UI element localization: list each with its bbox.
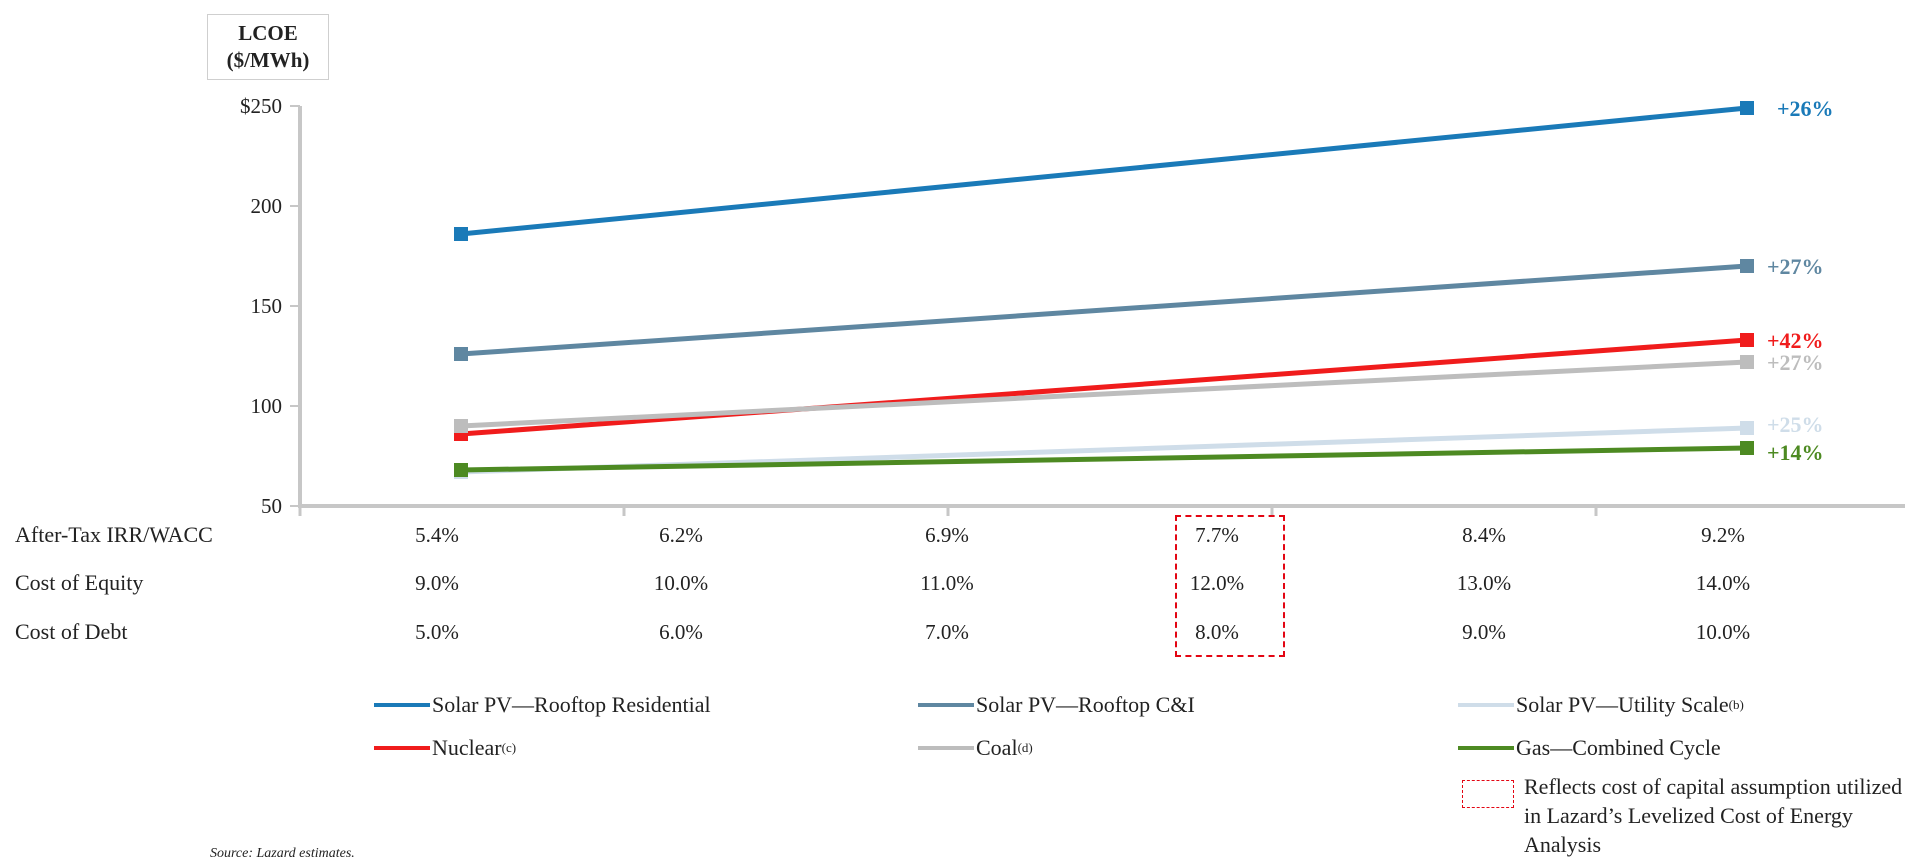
table-row-label: Cost of Debt (15, 619, 128, 644)
legend-item: Gas—Combined Cycle (1458, 735, 1721, 761)
table-cell: 6.0% (659, 620, 703, 644)
legend-item: Nuclear (c) (374, 735, 516, 761)
y-tick-label: 100 (251, 394, 283, 418)
series-change-label: +27% (1767, 254, 1824, 279)
legend-item: Solar PV—Rooftop C&I (918, 692, 1195, 718)
table-cell: 7.0% (925, 620, 969, 644)
legend-label: Solar PV—Rooftop C&I (976, 692, 1195, 717)
table-cell: 8.0% (1195, 620, 1239, 644)
series-marker-start (454, 463, 468, 477)
table-cell: 8.4% (1462, 523, 1506, 547)
legend-box-note: Reflects cost of capital assumption util… (1524, 774, 1903, 857)
legend-item: Coal (d) (918, 735, 1033, 761)
legend-label: Solar PV—Utility Scale (1516, 692, 1729, 717)
series-change-label: +25% (1767, 412, 1824, 437)
y-tick-label: 150 (251, 294, 283, 318)
table-cell: 6.9% (925, 523, 969, 547)
legend-swatch (374, 703, 430, 707)
series-marker-start (454, 347, 468, 361)
series-line (460, 445, 1748, 473)
legend-dashed-box-swatch (1462, 780, 1514, 808)
table-cell: 10.0% (653, 571, 709, 595)
table-cell: 7.7% (1195, 523, 1239, 547)
series-line (460, 359, 1748, 429)
y-axis-label-line2: ($/MWh) (226, 48, 310, 72)
legend-label: Nuclear (432, 735, 502, 760)
table-cell: 12.0% (1189, 571, 1245, 595)
y-tick-label: 200 (251, 194, 283, 218)
table-cell: 9.0% (415, 571, 459, 595)
table-cell: 11.0% (920, 571, 974, 595)
legend-label: Coal (976, 735, 1018, 760)
series-marker-end (1740, 101, 1754, 115)
series-marker-end (1740, 333, 1754, 347)
series-change-label: +14% (1767, 440, 1824, 465)
table-cell: 9.0% (1462, 620, 1506, 644)
series-marker-start (454, 419, 468, 433)
table-row-label: After-Tax IRR/WACC (15, 522, 213, 547)
series-marker-end (1740, 441, 1754, 455)
table-row-label: Cost of Equity (15, 570, 144, 595)
series-change-label: +26% (1777, 96, 1834, 121)
series-change-label: +27% (1767, 350, 1824, 375)
series-marker-start (454, 227, 468, 241)
legend-swatch (1458, 746, 1514, 750)
series-marker-end (1740, 355, 1754, 369)
table-cell: 13.0% (1456, 571, 1512, 595)
legend-item: Solar PV—Utility Scale (b) (1458, 692, 1744, 718)
series-line (460, 263, 1748, 357)
y-tick-label: $250 (240, 94, 282, 118)
series-line (460, 337, 1748, 437)
table-cell: 14.0% (1695, 571, 1751, 595)
legend-swatch (918, 746, 974, 750)
legend-swatch (1458, 703, 1514, 707)
legend-swatch (918, 703, 974, 707)
table-cell: 10.0% (1695, 620, 1751, 644)
series-marker-end (1740, 421, 1754, 435)
legend-swatch (374, 746, 430, 750)
legend-label: Solar PV—Rooftop Residential (432, 692, 711, 717)
source-note: Source: Lazard estimates. (210, 846, 355, 861)
series-marker-end (1740, 259, 1754, 273)
legend-item: Solar PV—Rooftop Residential (374, 692, 711, 718)
highlight-box-base-case (1175, 515, 1285, 657)
table-cell: 5.4% (415, 523, 459, 547)
series-line (460, 105, 1748, 237)
legend-label: Gas—Combined Cycle (1516, 735, 1721, 760)
y-axis-label-box: LCOE ($/MWh) (207, 14, 329, 80)
table-cell: 9.2% (1701, 523, 1745, 547)
table-cell: 5.0% (415, 620, 459, 644)
y-tick-label: 50 (261, 494, 282, 518)
series-change-label: +42% (1767, 328, 1824, 353)
table-cell: 6.2% (659, 523, 703, 547)
y-axis-label-line1: LCOE (238, 21, 298, 45)
